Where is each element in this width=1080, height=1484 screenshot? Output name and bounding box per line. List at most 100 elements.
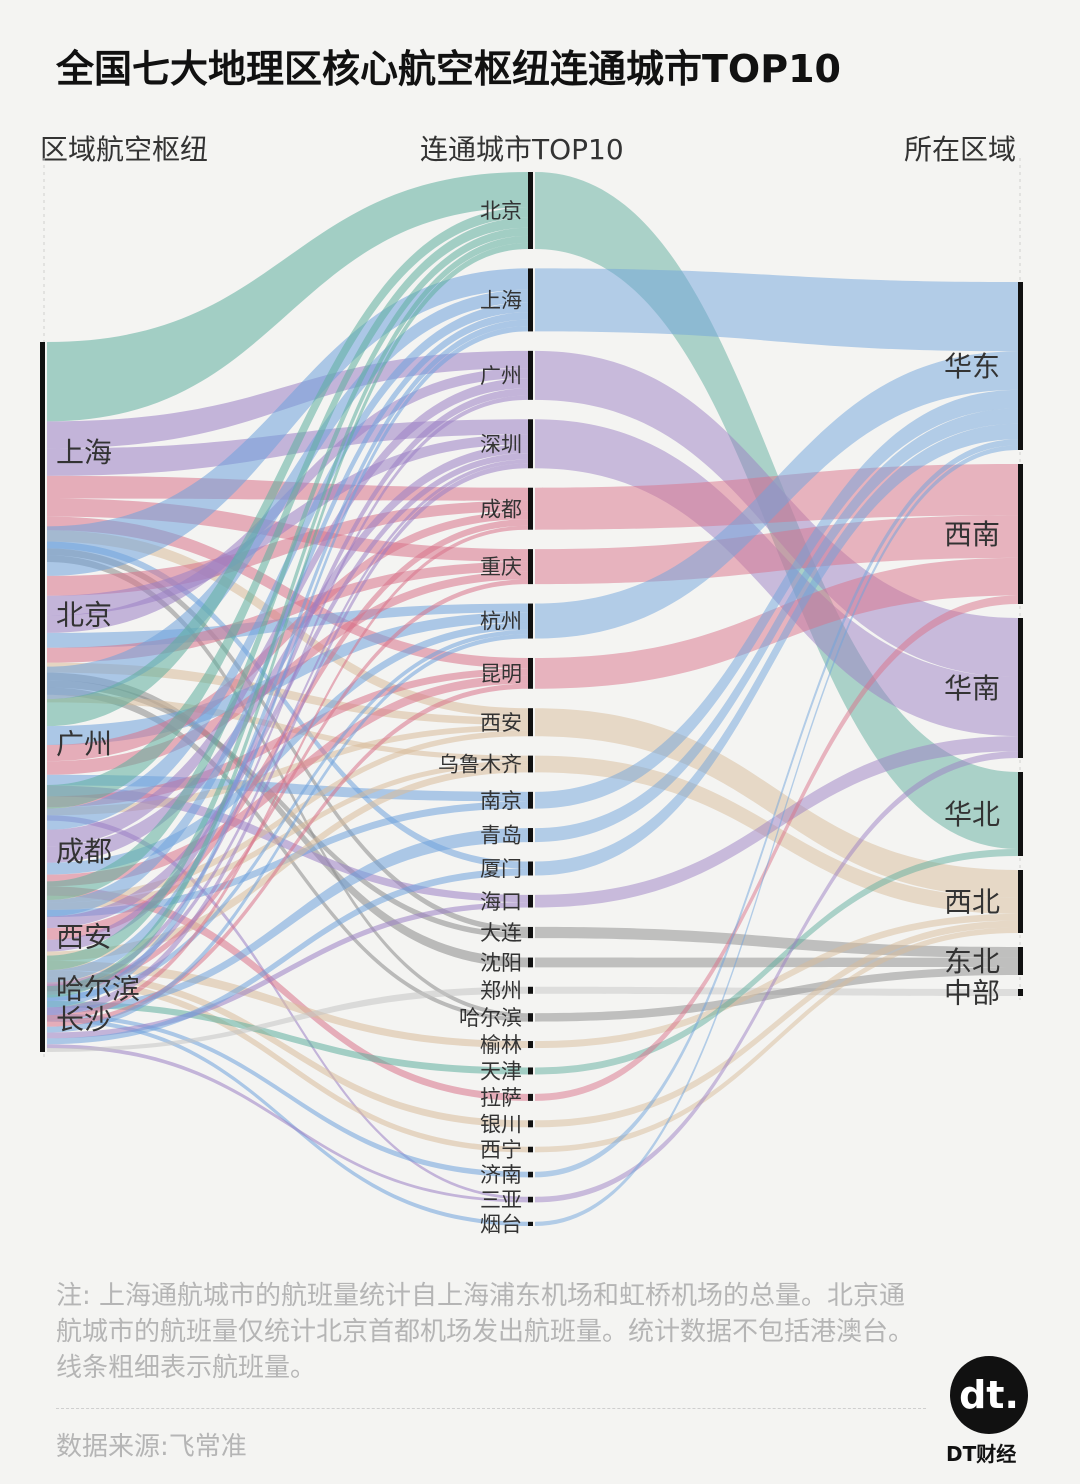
hub-bar-上海 [40,342,45,562]
city-label-三亚: 三亚 [480,1188,522,1212]
hub-label-上海: 上海 [56,436,112,469]
link-上海-北京 [47,172,528,422]
link-广州-上海 [47,289,528,700]
footer-divider [56,1408,926,1409]
city-label-上海: 上海 [480,288,522,312]
link-西安-重庆 [47,579,528,992]
flow-银川-to-西北 [535,920,1018,1128]
region-bar-华北 [1018,772,1023,856]
city-bar-三亚 [528,1196,533,1203]
city-bar-北京 [528,172,533,249]
flow-青岛-to-华东 [535,408,1018,843]
region-label-华东: 华东 [944,350,1000,383]
link-成都-拉萨 [47,886,528,1101]
city-label-郑州: 郑州 [480,979,522,1003]
hub-label-广州: 广州 [56,728,112,761]
city-label-重庆: 重庆 [480,555,522,579]
city-bar-沈阳 [528,957,533,968]
city-bar-深圳 [528,419,533,469]
flow-重庆-to-西南 [535,515,1018,585]
city-label-银川: 银川 [480,1112,522,1136]
link-西安-广州 [47,388,528,952]
hub-label-成都: 成都 [56,835,112,868]
flow-海口-to-华南 [535,736,1018,908]
city-label-北京: 北京 [480,199,522,223]
flow-拉萨-to-西南 [535,595,1018,1101]
city-label-杭州: 杭州 [480,610,522,634]
city-label-榆林: 榆林 [480,1033,522,1057]
city-label-海口: 海口 [480,890,522,914]
city-label-青岛: 青岛 [480,824,522,848]
link-长沙-杭州 [47,634,528,1033]
link-广州-北京 [47,207,528,727]
city-label-拉萨: 拉萨 [480,1086,522,1110]
brand-name: DT财经 [946,1442,1017,1466]
right-column-header: 所在区域 [904,133,1017,166]
city-bar-杭州 [528,603,533,639]
city-bar-广州 [528,350,533,400]
city-bar-烟台 [528,1221,533,1226]
flow-榆林-to-西北 [535,913,1018,1049]
city-label-天津: 天津 [480,1060,522,1084]
hub-bar-成都 [40,785,45,917]
link-西安-银川 [47,970,528,1128]
link-北京-上海 [47,268,528,576]
link-广州-南京 [47,774,528,802]
link-西安-乌鲁木齐 [47,765,528,961]
region-label-中部: 中部 [944,977,1000,1010]
link-哈尔滨-济南 [47,1013,528,1178]
flow-厦门-to-华东 [535,423,1018,876]
link-哈尔滨-北京 [47,235,528,971]
city-bar-成都 [528,487,533,530]
link-长沙-三亚 [47,1044,528,1203]
city-bar-海口 [528,894,533,908]
link-西安-上海 [47,312,528,917]
region-label-西北: 西北 [944,886,1000,919]
flow-西宁-to-西北 [535,927,1018,1153]
link-长沙-郑州 [47,986,528,1052]
link-哈尔滨-天津 [47,1001,528,1075]
city-bar-拉萨 [528,1093,533,1101]
link-广州-海口 [47,785,528,903]
city-bar-西宁 [528,1146,533,1153]
flow-上海-to-华东 [535,268,1018,352]
region-label-华北: 华北 [944,798,1000,831]
brand-logo: dt. [950,1356,1028,1434]
city-bar-银川 [528,1120,533,1128]
city-label-深圳: 深圳 [480,432,522,456]
hub-label-长沙: 长沙 [56,1003,112,1036]
link-哈尔滨-青岛 [47,828,528,1014]
region-bar-华东 [1018,282,1023,450]
left-column-header: 区域航空枢纽 [40,133,209,166]
city-label-哈尔滨: 哈尔滨 [459,1006,522,1030]
city-label-广州: 广州 [480,364,522,388]
region-bar-西北 [1018,870,1023,933]
city-bar-昆明 [528,657,533,689]
link-广州-杭州 [47,612,528,746]
city-bar-厦门 [528,861,533,876]
flow-烟台-to-华东 [535,445,1018,1226]
link-上海-昆明 [47,516,528,669]
link-长沙-深圳 [47,463,528,1016]
city-bar-乌鲁木齐 [528,755,533,773]
chart-title: 全国七大地理区核心航空枢纽连通城市TOP10 [56,47,841,91]
region-bar-华南 [1018,618,1023,758]
flow-济南-to-华东 [535,439,1018,1178]
link-北京-沈阳 [47,672,528,968]
flow-三亚-to-华南 [535,751,1018,1203]
link-广州-成都 [47,511,528,762]
hub-bar-西安 [40,881,45,992]
city-bar-哈尔滨 [528,1013,533,1022]
flow-大连-to-东北 [535,926,1018,958]
region-bar-东北 [1018,947,1023,975]
flow-天津-to-华北 [535,849,1018,1075]
link-哈尔滨-烟台 [47,1017,528,1226]
city-bar-济南 [528,1171,533,1178]
region-label-西南: 西南 [944,518,1000,551]
city-label-南京: 南京 [480,789,522,813]
link-哈尔滨-杭州 [47,629,528,1002]
city-label-西宁: 西宁 [480,1138,522,1162]
middle-column-header: 连通城市TOP10 [420,133,624,166]
link-北京-深圳 [47,434,528,616]
link-上海-厦门 [47,541,528,869]
